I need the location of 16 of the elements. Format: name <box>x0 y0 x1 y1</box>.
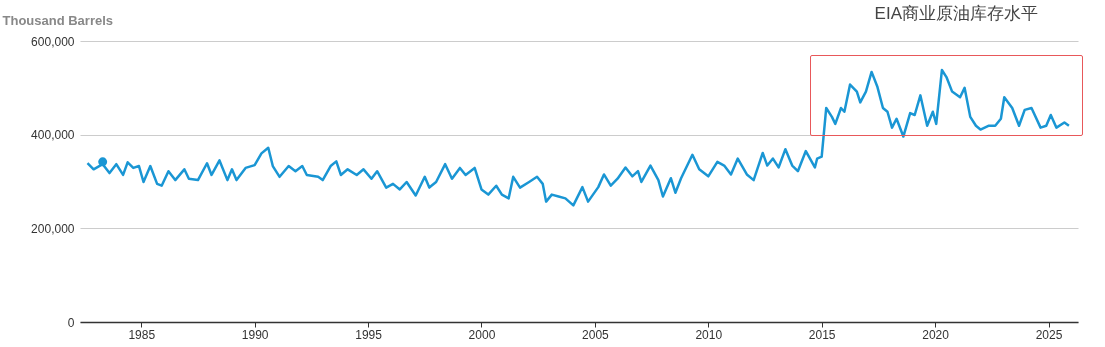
chart-title: EIA商业原油库存水平 <box>874 4 1038 23</box>
y-axis-title: Thousand Barrels <box>2 12 114 28</box>
y-tick-label: 0 <box>67 315 75 330</box>
x-tick-label: 2015 <box>808 327 836 342</box>
x-tick-label: 1985 <box>128 327 156 342</box>
x-tick-label: 2020 <box>922 327 950 342</box>
x-tick-label: 1995 <box>355 327 383 342</box>
x-tick-label: 2005 <box>582 327 610 342</box>
x-tick-label: 2000 <box>468 327 496 342</box>
y-tick-label: 200,000 <box>31 221 75 236</box>
x-tick-label: 1990 <box>241 327 269 342</box>
x-tick-label: 2025 <box>1035 327 1063 342</box>
x-tick-label: 2010 <box>695 327 723 342</box>
line-series <box>86 68 1071 207</box>
y-tick-label: 600,000 <box>31 34 75 49</box>
y-tick-label: 400,000 <box>31 128 75 143</box>
